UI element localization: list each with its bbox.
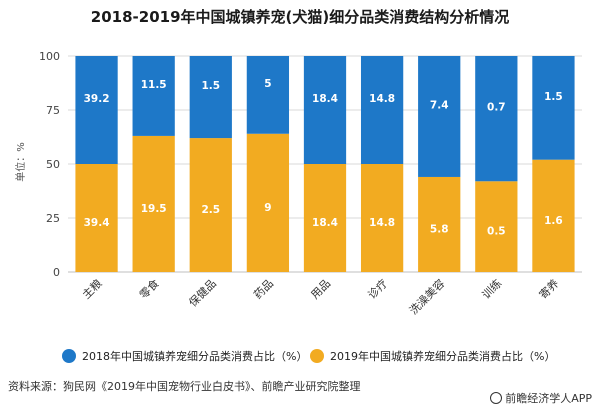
- bar-2018-0: [75, 56, 118, 164]
- data-label-2019-5: 14.8: [369, 217, 395, 229]
- legend-item-2019: 2019年中国城镇养宠细分品类消费占比（%）: [310, 348, 555, 364]
- data-label-2018-5: 14.8: [369, 93, 395, 105]
- legend-item-2018: 2018年中国城镇养宠细分品类消费占比（%）: [62, 348, 307, 364]
- data-label-2019-4: 18.4: [312, 217, 338, 229]
- bar-2018-7: [475, 56, 518, 182]
- x-tick-label: 药品: [251, 277, 276, 302]
- bar-2018-1: [132, 56, 175, 136]
- data-label-2018-3: 5: [264, 78, 271, 90]
- x-tick-label: 零食: [136, 276, 161, 301]
- brand: 前瞻经济学人APP: [490, 390, 592, 406]
- data-label-2018-0: 39.2: [84, 93, 110, 105]
- y-tick-label: 50: [46, 158, 60, 171]
- chart-legend: 2018年中国城镇养宠细分品类消费占比（%） 2019年中国城镇养宠细分品类消费…: [0, 340, 600, 376]
- bar-2018-2: [189, 56, 232, 139]
- bar-2019-0: [75, 164, 118, 272]
- bar-2018-8: [532, 56, 575, 160]
- x-tick-label: 用品: [308, 277, 333, 302]
- bar-2019-2: [189, 138, 232, 272]
- data-label-2019-7: 0.5: [487, 226, 506, 238]
- data-label-2018-8: 1.5: [544, 91, 563, 103]
- y-tick-label: 0: [53, 266, 60, 279]
- y-tick-label: 75: [46, 104, 60, 117]
- bar-2019-1: [132, 135, 175, 272]
- bar-2019-4: [303, 164, 347, 272]
- source-note: 资料来源：狗民网《2019年中国宠物行业白皮书》、前瞻产业研究院整理: [8, 380, 361, 393]
- data-label-2018-7: 0.7: [487, 102, 506, 114]
- bars: 39.4 39.2 19.5 11.5 2.5 1.5 9 5 18.4 18.4 14.8 14.8…: [75, 56, 575, 272]
- x-tick-label: 寄养: [536, 276, 561, 301]
- legend-swatch-2018: [62, 349, 76, 363]
- data-label-2018-6: 7.4: [430, 99, 449, 111]
- x-tick-label: 保健品: [186, 276, 219, 309]
- x-axis-ticks: 主粮 零食 保健品 药品 用品 诊疗 洗澡美容 训练 寄养: [79, 276, 561, 317]
- data-label-2018-4: 18.4: [312, 93, 338, 105]
- data-label-2019-6: 5.8: [430, 223, 449, 235]
- x-tick-label: 训练: [479, 276, 504, 301]
- bar-2019-7: [475, 181, 518, 272]
- data-label-2019-2: 2.5: [201, 204, 220, 216]
- bar-2018-5: [360, 56, 404, 164]
- data-label-2019-0: 39.4: [84, 217, 110, 229]
- x-tick-label: 洗澡美容: [406, 276, 447, 317]
- footer: 资料来源：狗民网《2019年中国宠物行业白皮书》、前瞻产业研究院整理 前瞻经济学…: [0, 376, 600, 414]
- x-tick-label: 主粮: [79, 276, 104, 301]
- y-axis-ticks: 0 25 50 75 100: [39, 50, 60, 279]
- stacked-bar-chart: 39.4 39.2 19.5 11.5 2.5 1.5 9 5 18.4 18.4 14.8 14.8…: [14, 50, 582, 317]
- bar-2019-3: [246, 133, 290, 272]
- y-axis-label: 单位：%: [14, 142, 27, 182]
- y-tick-label: 100: [39, 50, 60, 63]
- bar-2018-3: [246, 56, 290, 134]
- data-label-2019-3: 9: [264, 202, 271, 214]
- legend-swatch-2019: [310, 349, 324, 363]
- data-label-2018-1: 11.5: [141, 79, 167, 91]
- brand-logo-icon: [490, 392, 503, 404]
- bar-2019-8: [532, 159, 575, 272]
- y-tick-label: 25: [46, 212, 60, 225]
- bar-2018-6: [418, 56, 461, 177]
- x-tick-label: 诊疗: [365, 276, 390, 301]
- data-label-2019-1: 19.5: [141, 203, 167, 215]
- brand-label: 前瞻经济学人APP: [505, 392, 592, 405]
- legend-label-2019: 2019年中国城镇养宠细分品类消费占比（%）: [330, 350, 556, 363]
- chart-title: 2018-2019年中国城镇养宠(犬猫)细分品类消费结构分析情况: [90, 8, 510, 26]
- bar-2019-6: [418, 176, 461, 272]
- legend-label-2018: 2018年中国城镇养宠细分品类消费占比（%）: [82, 350, 308, 363]
- bar-2018-4: [303, 56, 347, 164]
- data-label-2019-8: 1.6: [544, 215, 563, 227]
- data-label-2018-2: 1.5: [201, 80, 220, 92]
- bar-2019-5: [360, 164, 404, 272]
